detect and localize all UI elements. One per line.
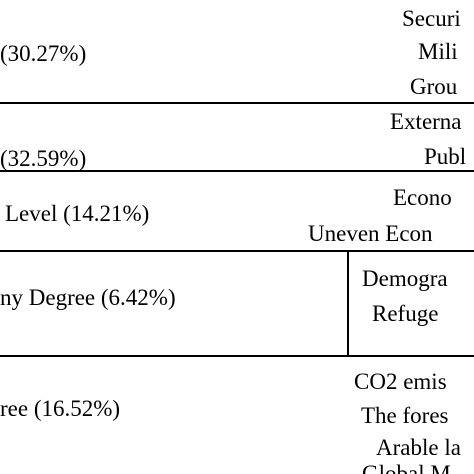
column-divider <box>347 250 349 355</box>
row-label: (32.59%) <box>0 146 87 171</box>
cell-text: Refuge <box>372 301 439 326</box>
cell-text: Securi <box>402 6 461 31</box>
row-divider <box>0 355 474 357</box>
row-label: Level (14.21%) <box>5 201 150 226</box>
row-label: (30.27%) <box>0 41 87 66</box>
cell-text: CO2 emis <box>354 369 447 394</box>
cell-text: Mili <box>418 39 458 64</box>
cell-text: The fores <box>361 403 449 428</box>
cell-text: Uneven Econ <box>308 221 433 246</box>
cell-text: Grou <box>410 74 458 99</box>
cell-text: Demogra <box>362 266 448 291</box>
cell-text: Global M <box>362 461 451 474</box>
row-label: ree (16.52%) <box>0 396 121 421</box>
row-divider <box>0 250 474 252</box>
row-divider <box>0 170 474 172</box>
cell-text: Publ <box>424 144 467 169</box>
row-label: ny Degree (6.42%) <box>0 285 176 310</box>
cell-text: Econo <box>393 185 452 210</box>
cell-text: Externa <box>390 109 462 134</box>
cell-text: Arable la <box>376 435 461 460</box>
row-divider <box>0 102 474 104</box>
